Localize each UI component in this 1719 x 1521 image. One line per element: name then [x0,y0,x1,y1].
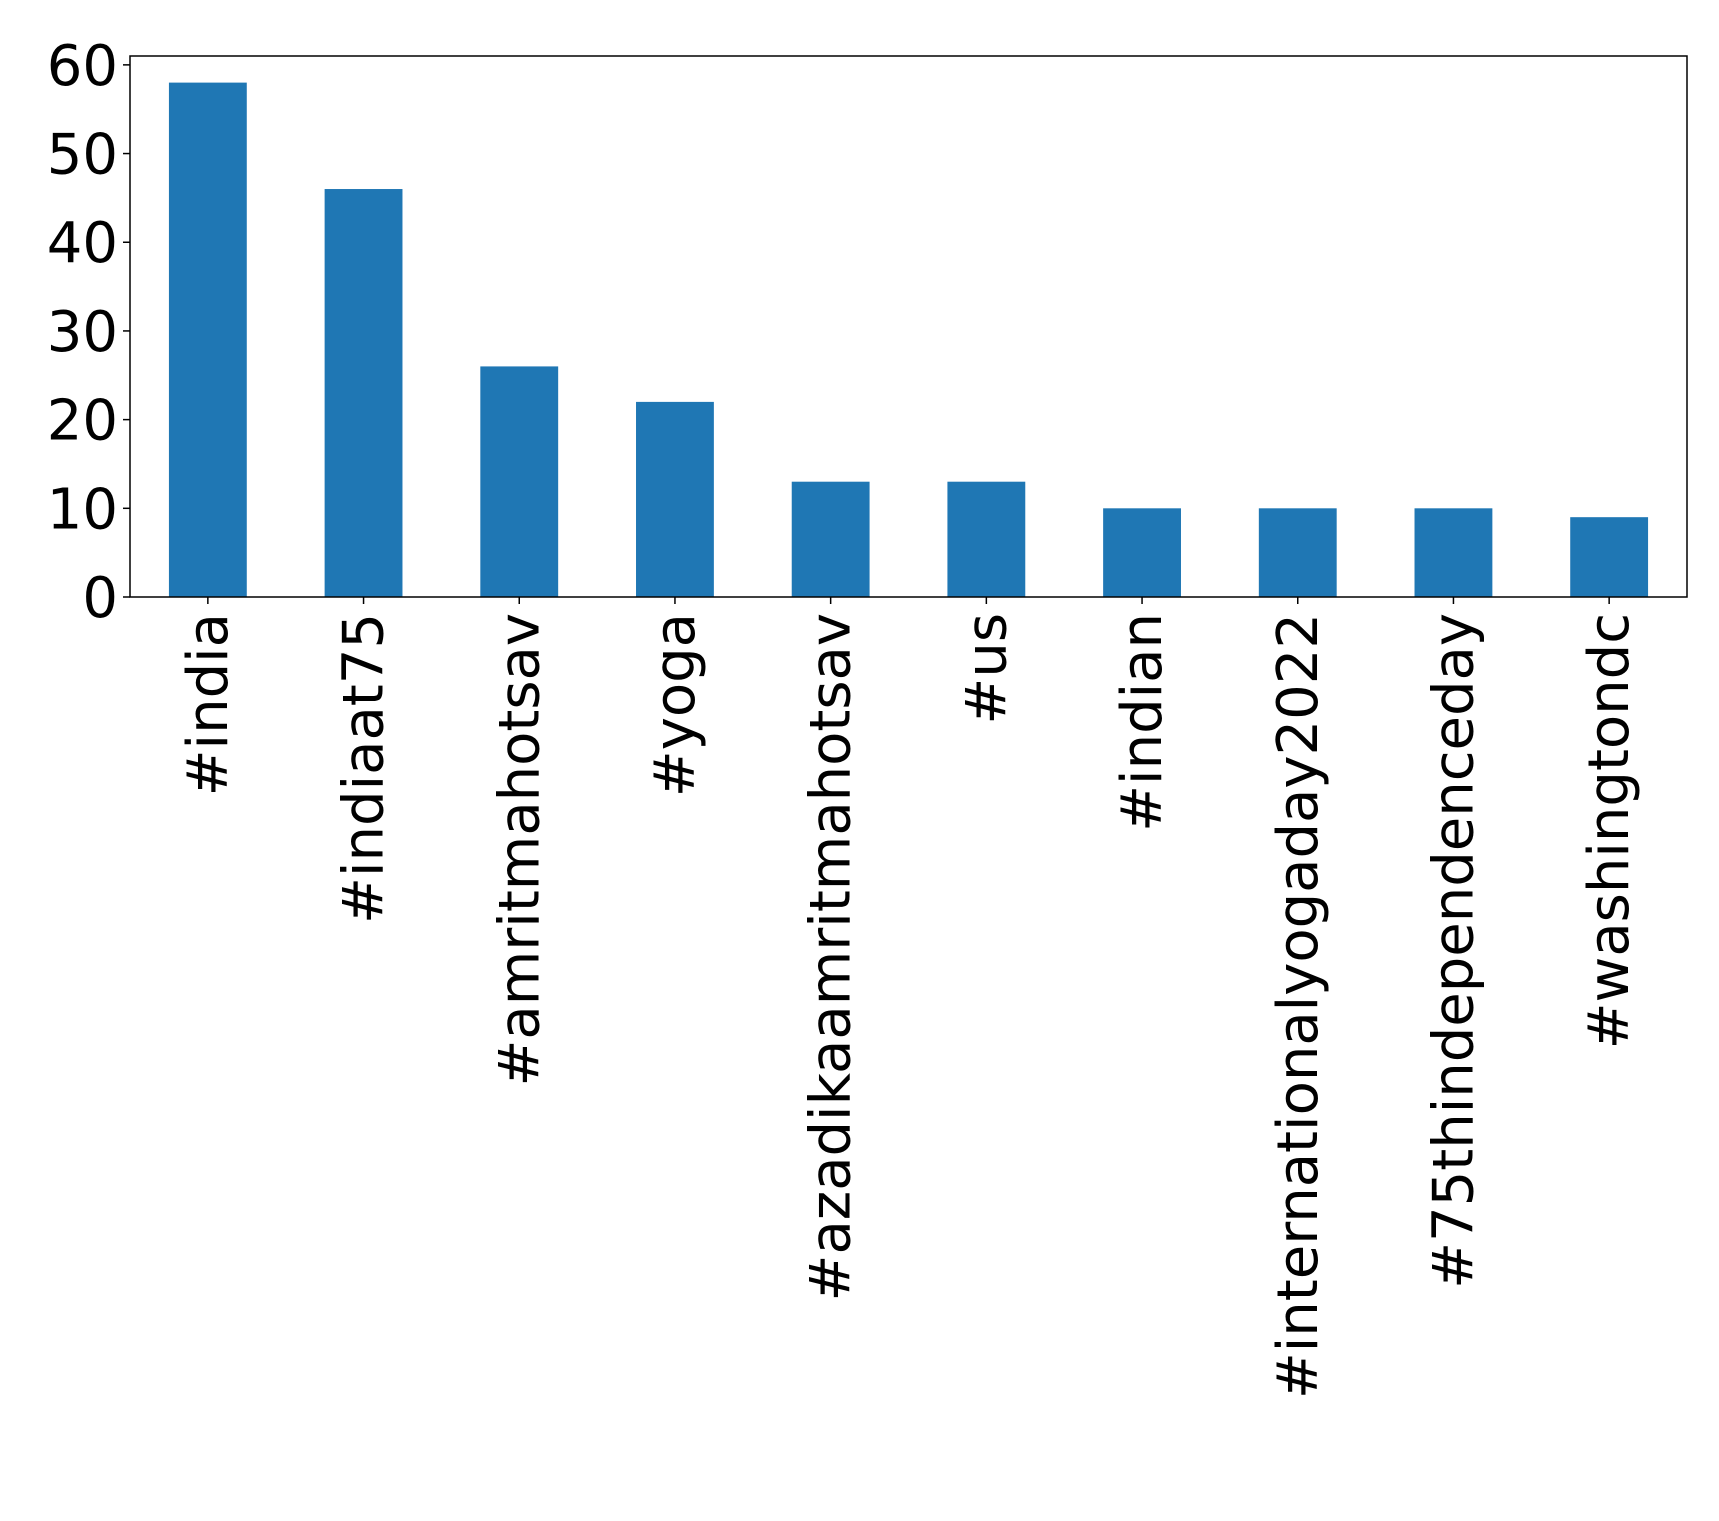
bar-washingtondc [1570,517,1649,597]
y-tick-label: 20 [47,389,118,454]
y-tick-label: 40 [47,211,118,276]
y-tick-label: 60 [47,34,118,99]
x-tick-label: #internationalyogaday2022 [1266,613,1331,1399]
bar-us [947,481,1026,597]
x-tick-label: #75thindependenceday [1421,613,1486,1289]
bar-yoga [636,401,714,597]
bar-india [168,82,247,598]
y-tick-label: 10 [47,477,118,542]
bar-indian [1103,508,1181,597]
y-axis: 0 10 20 30 40 50 60 [47,34,130,631]
x-tick-label: #us [954,613,1019,725]
x-tick-label: #yoga [643,613,708,797]
bar-amritmahotsav [480,366,559,597]
x-tick-label: #india [176,613,241,796]
x-tick-label: #indiaat75 [332,613,397,924]
bar-indiaat75 [324,189,403,597]
bar-azadikaamritmahotsav [791,481,870,597]
x-axis: #india #indiaat75 #amritmahotsav #yoga #azad… [176,597,1642,1399]
y-tick-label: 50 [47,123,118,188]
bars-layer [168,82,1649,598]
x-tick-label: #amritmahotsav [487,613,552,1087]
x-tick-label: #washingtondc [1577,613,1642,1049]
y-tick-label: 30 [47,300,118,365]
x-tick-label: #indian [1110,613,1175,832]
bar-75thindependenceday [1414,508,1493,597]
bar-internationalyogaday2022 [1258,508,1337,597]
x-tick-label: #azadikaamritmahotsav [799,613,864,1301]
plot-area-frame [129,55,1688,598]
y-tick-label: 0 [82,566,118,631]
